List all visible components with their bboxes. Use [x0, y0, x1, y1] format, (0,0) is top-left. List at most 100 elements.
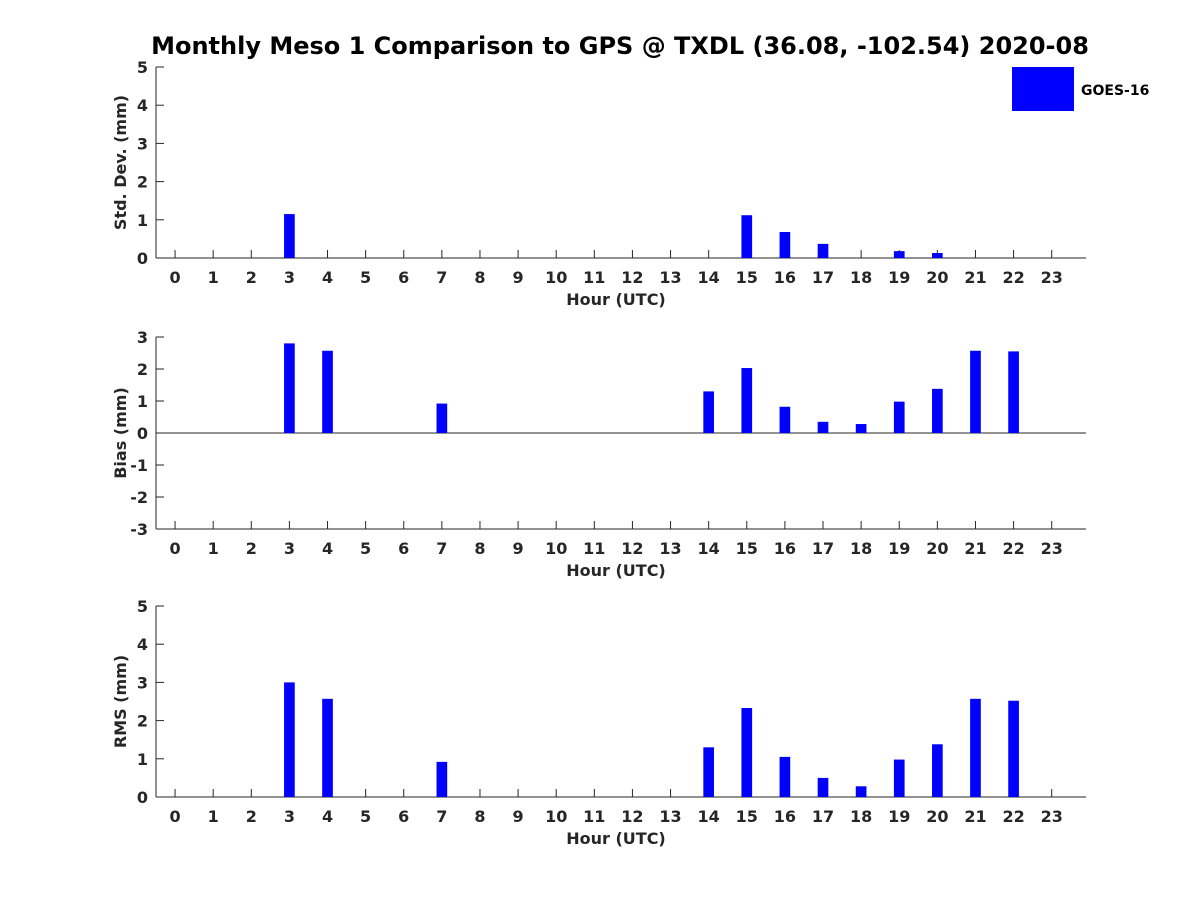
x-tick-label: 16 [774, 268, 796, 287]
x-tick-label: 22 [1002, 539, 1024, 558]
bar-hour-20 [932, 388, 943, 433]
x-tick-label: 13 [659, 268, 681, 287]
x-axis-label: Hour (UTC) [566, 829, 666, 848]
bar-hour-22 [1008, 700, 1019, 797]
x-tick-label: 6 [398, 268, 409, 287]
bar-hour-17 [817, 777, 829, 797]
y-tick-label: 5 [137, 597, 148, 616]
x-tick-label: 21 [964, 268, 986, 287]
x-tick-label: 16 [774, 807, 796, 826]
y-axis-label: Std. Dev. (mm) [111, 95, 130, 230]
x-axis-label: Hour (UTC) [566, 290, 666, 309]
x-tick-label: 14 [698, 539, 720, 558]
bar-hour-3 [284, 682, 295, 797]
x-tick-label: 11 [583, 539, 605, 558]
bar-hour-14 [703, 747, 714, 797]
y-tick-label: 3 [137, 328, 148, 347]
bar-hour-18 [855, 786, 867, 797]
x-tick-label: 4 [322, 268, 333, 287]
x-tick-label: 17 [812, 539, 834, 558]
x-tick-label: 8 [474, 807, 485, 826]
x-tick-label: 12 [621, 807, 643, 826]
x-tick-label: 11 [583, 807, 605, 826]
chart-title: Monthly Meso 1 Comparison to GPS @ TXDL … [151, 32, 1089, 60]
bar-hour-16 [779, 232, 791, 258]
bar-hour-20 [932, 744, 943, 797]
x-tick-label: 11 [583, 268, 605, 287]
bar-hour-18 [855, 424, 867, 433]
x-tick-label: 6 [398, 539, 409, 558]
x-tick-label: 13 [659, 539, 681, 558]
x-tick-label: 7 [436, 807, 447, 826]
x-tick-label: 21 [964, 807, 986, 826]
x-tick-label: 1 [208, 268, 219, 287]
x-tick-label: 19 [888, 268, 910, 287]
x-tick-label: 20 [926, 807, 948, 826]
x-tick-label: 10 [545, 539, 567, 558]
bar-hour-19 [893, 401, 905, 433]
bar-hour-17 [817, 421, 829, 433]
bar-hour-20 [932, 253, 943, 258]
x-tick-label: 1 [208, 539, 219, 558]
x-tick-label: 3 [284, 807, 295, 826]
x-tick-label: 14 [698, 268, 720, 287]
bar-hour-16 [779, 406, 791, 433]
x-tick-label: 10 [545, 268, 567, 287]
bar-hour-15 [741, 368, 753, 433]
bar-hour-15 [741, 707, 753, 797]
y-tick-label: -2 [130, 488, 148, 507]
x-tick-label: 4 [322, 539, 333, 558]
x-tick-label: 20 [926, 268, 948, 287]
bar-hour-4 [322, 698, 333, 797]
x-tick-label: 3 [284, 539, 295, 558]
x-tick-label: 22 [1002, 268, 1024, 287]
x-tick-label: 15 [736, 807, 758, 826]
x-tick-label: 4 [322, 807, 333, 826]
y-axis-label: RMS (mm) [111, 655, 130, 748]
y-tick-label: -3 [130, 520, 148, 539]
y-tick-label: -1 [130, 456, 148, 475]
x-tick-label: 0 [169, 807, 180, 826]
x-tick-label: 18 [850, 807, 872, 826]
bar-hour-19 [893, 251, 905, 258]
x-tick-label: 18 [850, 539, 872, 558]
x-tick-label: 7 [436, 268, 447, 287]
x-tick-label: 23 [1041, 807, 1063, 826]
x-tick-label: 22 [1002, 807, 1024, 826]
x-tick-label: 19 [888, 539, 910, 558]
y-tick-label: 3 [137, 134, 148, 153]
y-tick-label: 4 [137, 635, 148, 654]
x-tick-label: 0 [169, 268, 180, 287]
x-tick-label: 12 [621, 539, 643, 558]
y-tick-label: 5 [137, 58, 148, 77]
x-tick-label: 8 [474, 268, 485, 287]
x-tick-label: 13 [659, 807, 681, 826]
x-tick-label: 8 [474, 539, 485, 558]
x-tick-label: 15 [736, 268, 758, 287]
bar-hour-3 [284, 343, 295, 433]
bar-hour-21 [970, 350, 981, 433]
x-tick-label: 23 [1041, 539, 1063, 558]
y-tick-label: 1 [137, 392, 148, 411]
y-tick-label: 0 [137, 788, 148, 807]
x-tick-label: 3 [284, 268, 295, 287]
x-tick-label: 20 [926, 539, 948, 558]
bar-hour-7 [436, 761, 448, 797]
legend-swatch-goes-16 [1012, 67, 1074, 111]
bar-hour-14 [703, 391, 714, 433]
x-tick-label: 5 [360, 807, 371, 826]
y-tick-label: 2 [137, 173, 148, 192]
bar-hour-3 [284, 214, 295, 258]
y-tick-label: 0 [137, 249, 148, 268]
x-tick-label: 2 [246, 807, 257, 826]
bar-hour-7 [436, 403, 448, 433]
x-tick-label: 9 [513, 807, 524, 826]
legend-label-goes-16: GOES-16 [1081, 83, 1149, 99]
x-tick-label: 9 [513, 268, 524, 287]
x-tick-label: 21 [964, 539, 986, 558]
x-tick-label: 0 [169, 539, 180, 558]
x-tick-label: 2 [246, 268, 257, 287]
